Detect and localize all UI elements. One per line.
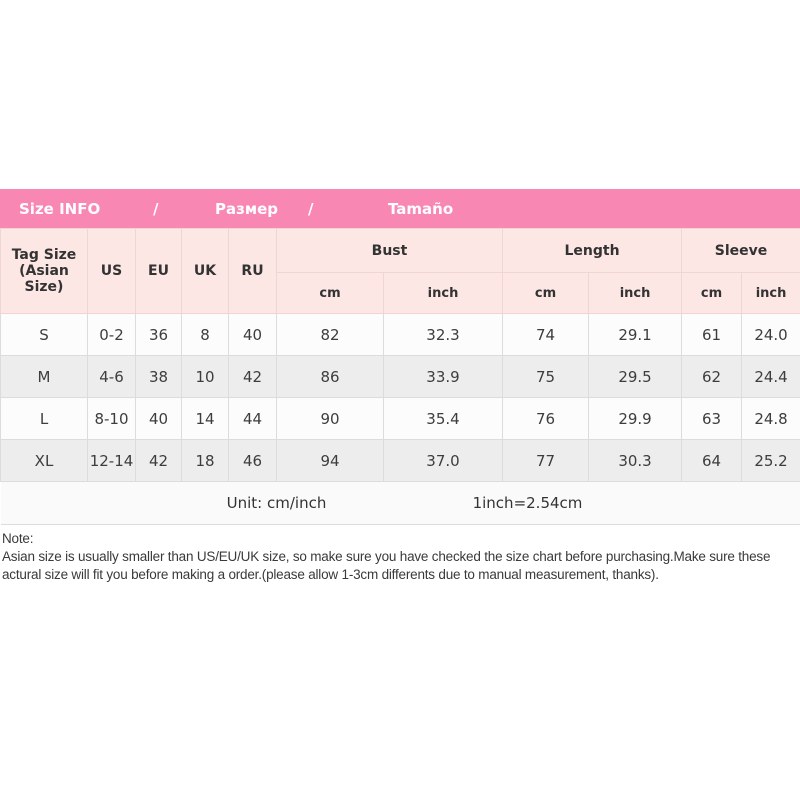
cell-tag: XL: [0, 439, 88, 482]
cell-sleeve-inch: 24.0: [741, 313, 800, 356]
cell-sleeve-cm: 62: [681, 355, 743, 398]
cell-tag: M: [0, 355, 88, 398]
cell-eu: 42: [135, 439, 182, 482]
note-section: Note: Asian size is usually smaller than…: [0, 530, 800, 584]
cell-uk: 14: [181, 397, 229, 440]
cell-ru: 44: [228, 397, 277, 440]
table-row: S 0-2 36 8 40 82 32.3 74 29.1 61 24.0: [0, 313, 800, 356]
cell-bust-cm: 90: [276, 397, 384, 440]
cell-length-inch: 29.5: [588, 355, 683, 398]
cell-us: 0-2: [87, 313, 136, 356]
header-eu: EU: [135, 228, 182, 314]
table-row: XL 12-14 42 18 46 94 37.0 77 30.3 64 25.2: [0, 439, 800, 482]
cell-ru: 42: [228, 355, 277, 398]
size-chart-table: Tag Size (Asian Size) US EU UK RU Bust L…: [0, 228, 800, 525]
header-ru: RU: [228, 228, 277, 314]
cell-us: 12-14: [87, 439, 136, 482]
cell-uk: 10: [181, 355, 229, 398]
footer-cell: Unit: cm/inch 1inch=2.54cm: [0, 481, 800, 525]
header-bust-cm: cm: [276, 272, 384, 314]
cell-length-inch: 30.3: [588, 439, 683, 482]
table-row: L 8-10 40 14 44 90 35.4 76 29.9 63 24.8: [0, 397, 800, 440]
size-info-title-bar: Size INFO / Размер / Tamaño: [0, 189, 800, 228]
cell-eu: 40: [135, 397, 182, 440]
cell-length-cm: 74: [502, 313, 590, 356]
cell-sleeve-inch: 24.8: [741, 397, 800, 440]
cell-us: 8-10: [87, 397, 136, 440]
header-tag-size: Tag Size (Asian Size): [0, 228, 88, 314]
cell-length-cm: 76: [502, 397, 590, 440]
cell-bust-inch: 37.0: [382, 439, 504, 482]
header-us: US: [87, 228, 136, 314]
cell-sleeve-inch: 24.4: [741, 355, 800, 398]
header-uk: UK: [181, 228, 229, 314]
cell-uk: 18: [181, 439, 229, 482]
cell-bust-cm: 86: [276, 355, 384, 398]
note-body: Asian size is usually smaller than US/EU…: [2, 549, 771, 582]
cell-ru: 40: [228, 313, 277, 356]
cell-sleeve-inch: 25.2: [741, 439, 800, 482]
header-group-sleeve: Sleeve: [681, 228, 800, 273]
cell-tag: S: [0, 313, 88, 356]
title-razmer: Размер: [215, 199, 279, 218]
cell-length-inch: 29.1: [588, 313, 683, 356]
header-tag-size-line2: (Asian Size): [19, 263, 69, 295]
note-heading: Note:: [2, 531, 34, 546]
cell-bust-cm: 82: [276, 313, 384, 356]
header-sleeve-inch: inch: [741, 272, 800, 314]
cell-ru: 46: [228, 439, 277, 482]
header-row-units: cm inch cm inch cm inch: [1, 272, 800, 314]
cell-sleeve-cm: 61: [681, 313, 743, 356]
cell-bust-cm: 94: [276, 439, 384, 482]
table-row: M 4-6 38 10 42 86 33.9 75 29.5 62 24.4: [0, 355, 800, 398]
cell-length-inch: 29.9: [588, 397, 683, 440]
cell-bust-inch: 32.3: [382, 313, 504, 356]
cell-uk: 8: [181, 313, 229, 356]
cell-eu: 38: [135, 355, 182, 398]
cell-length-cm: 75: [502, 355, 590, 398]
cell-eu: 36: [135, 313, 182, 356]
size-rows: S 0-2 36 8 40 82 32.3 74 29.1 61 24.0 M 4-6 38 10 42 86 3…: [0, 313, 800, 482]
header-group-bust: Bust: [275, 228, 504, 273]
title-separator-slash: /: [308, 199, 314, 218]
title-size-info: Size INFO: [19, 199, 101, 218]
cell-sleeve-cm: 64: [681, 439, 743, 482]
title-tamano: Tamaño: [388, 199, 454, 218]
header-length-inch: inch: [588, 272, 683, 314]
cell-us: 4-6: [87, 355, 136, 398]
header-tag-size-line1: Tag Size: [11, 247, 77, 263]
cell-sleeve-cm: 63: [681, 397, 743, 440]
cell-tag: L: [0, 397, 88, 440]
cell-length-cm: 77: [502, 439, 590, 482]
header-row-groups: Tag Size (Asian Size) US EU UK RU Bust L…: [0, 228, 800, 314]
unit-label: Unit: cm/inch: [226, 494, 327, 512]
title-separator-slash: /: [153, 199, 159, 218]
cell-bust-inch: 35.4: [382, 397, 504, 440]
cell-bust-inch: 33.9: [382, 355, 504, 398]
table-footer: Unit: cm/inch 1inch=2.54cm: [0, 481, 800, 525]
header-length-cm: cm: [502, 272, 590, 314]
table-header: Tag Size (Asian Size) US EU UK RU Bust L…: [0, 228, 800, 314]
header-sleeve-cm: cm: [681, 272, 743, 314]
footer-row: Unit: cm/inch 1inch=2.54cm: [0, 481, 800, 525]
header-bust-inch: inch: [382, 272, 504, 314]
inch-conversion-label: 1inch=2.54cm: [472, 494, 583, 512]
header-group-length: Length: [502, 228, 683, 273]
